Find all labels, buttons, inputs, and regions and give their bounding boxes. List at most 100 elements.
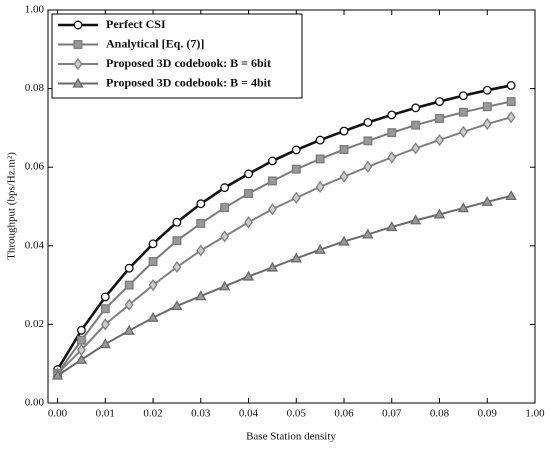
marker [387,128,397,138]
marker [124,263,134,273]
marker [435,114,444,123]
marker [291,164,301,174]
marker [195,290,207,301]
y-tick-label: 0.00 [25,397,45,409]
x-tick-label: 0.09 [478,408,498,420]
y-tick-label: 0.02 [25,318,44,330]
marker [266,261,279,272]
x-tick-label: 0.00 [48,408,68,420]
marker [244,169,253,179]
marker [411,103,421,113]
marker [411,142,421,155]
marker [100,318,110,331]
x-tick-label: 0.05 [287,408,307,420]
legend: Perfect CSI Analytical [Eq. (7)] Proposed … [51,13,303,99]
marker [458,91,468,101]
marker [386,221,398,232]
marker [482,85,492,95]
marker [73,40,83,49]
series [53,97,516,378]
marker [506,81,516,90]
marker [76,325,86,335]
marker [482,102,492,112]
legend-label: Analytical [Eq. (7)] [106,36,204,50]
marker [339,145,349,154]
marker [51,369,64,380]
marker [387,110,397,120]
marker [291,145,301,155]
legend-label: Proposed 3D codebook: B = 4bit [106,75,271,89]
marker [458,107,468,117]
marker [291,191,301,204]
marker [506,111,516,124]
y-tick-label: 0.06 [25,161,45,173]
x-tick-label: 0.06 [334,408,354,420]
x-tick-label: 0.08 [430,408,450,420]
legend-label: Proposed 3D codebook: B = 6bit [106,56,271,70]
marker [338,235,350,246]
series-line [56,84,512,371]
marker [75,353,88,364]
marker [172,260,182,274]
marker [363,160,373,173]
marker [148,278,158,292]
marker [99,338,111,349]
marker [457,202,469,213]
marker [123,324,135,335]
x-tick-label: 0.01 [96,408,115,420]
marker [220,183,230,193]
x-axis-label: Base Station density [246,431,336,443]
marker [73,57,83,71]
series [51,190,517,380]
marker [172,217,182,227]
x-tick-label: 0.02 [143,408,162,420]
marker [315,154,325,164]
x-tick-label: 0.03 [191,408,211,420]
marker [196,199,206,209]
marker [147,311,159,322]
marker [435,97,444,107]
marker [363,136,373,146]
y-axis-label: Throughput (bps/Hz.m²) [6,152,18,260]
marker [481,195,493,206]
series [53,111,516,380]
marker [219,280,231,291]
marker [171,300,183,311]
marker [100,304,110,314]
marker [411,120,421,130]
marker [315,135,325,145]
series-line [56,194,512,377]
marker [458,125,468,138]
marker [148,239,158,249]
marker [482,117,492,131]
marker [315,180,325,193]
marker [363,117,373,127]
marker [268,203,277,216]
marker [410,214,422,225]
marker [220,203,230,213]
marker [314,243,326,254]
marker [339,126,349,136]
marker [73,20,83,30]
marker [435,133,444,147]
series-line [56,116,512,375]
marker [244,189,253,198]
marker [72,77,84,88]
marker [362,228,374,239]
marker [267,156,277,166]
marker [433,208,446,219]
marker [220,230,230,243]
y-tick-label: 0.08 [25,82,45,94]
marker [242,270,255,281]
marker [387,151,397,164]
y-tick-label: 0.04 [25,239,45,251]
x-tick-label: 0.04 [239,408,259,420]
marker [148,257,158,266]
legend-label: Perfect CSI [106,17,166,31]
marker [172,236,182,246]
plot-frame [47,9,536,404]
marker [244,216,253,229]
marker [339,170,349,183]
